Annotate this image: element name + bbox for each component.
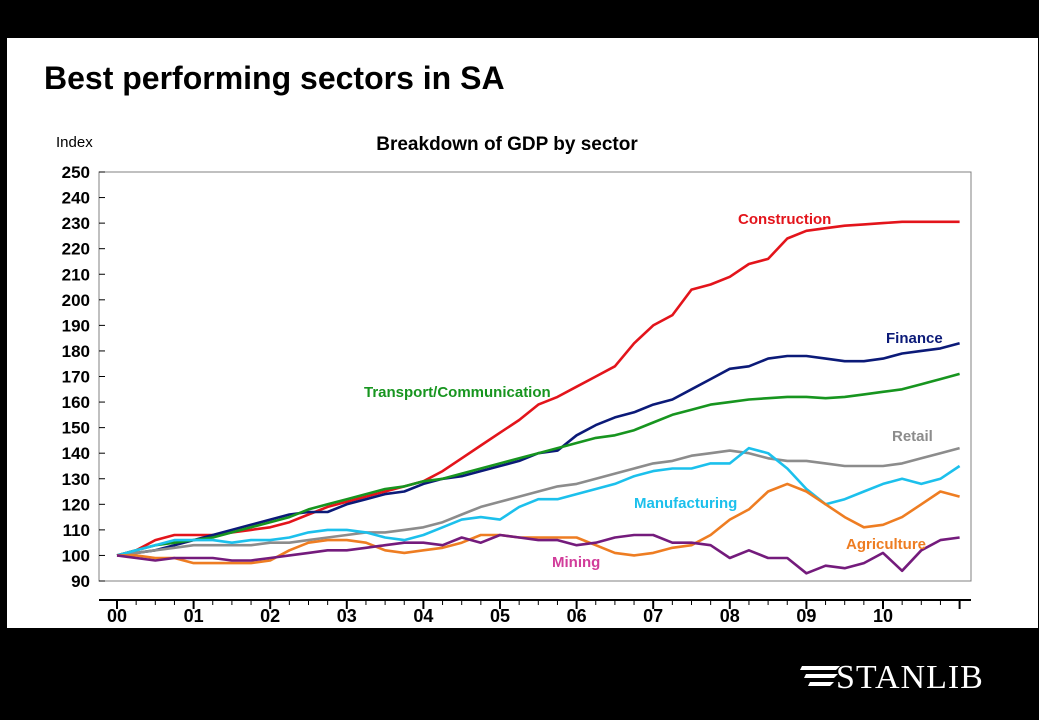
y-tick-label: 130 xyxy=(62,470,90,489)
gdp-sector-chart: Breakdown of GDP by sector Index 9010011… xyxy=(56,134,972,626)
chart-title: Breakdown of GDP by sector xyxy=(376,134,638,155)
y-tick-label: 150 xyxy=(62,419,90,438)
x-tick-label: 03 xyxy=(337,606,357,626)
y-tick-label: 190 xyxy=(62,316,90,335)
y-tick-label: 140 xyxy=(62,444,90,463)
y-axis-label: Index xyxy=(56,134,93,151)
series-label-agriculture: Agriculture xyxy=(846,536,926,553)
series-label-mining: Mining xyxy=(552,554,600,571)
y-tick-label: 90 xyxy=(71,572,90,591)
series-line-retail xyxy=(116,446,960,557)
series-line-mining xyxy=(116,533,960,575)
x-tick-label: 05 xyxy=(490,606,510,626)
logo-mark-icon xyxy=(800,666,840,686)
x-tick-label: 00 xyxy=(107,606,127,626)
plot-area xyxy=(98,171,972,582)
y-tick-label: 240 xyxy=(62,189,90,208)
y-tick-label: 180 xyxy=(62,342,90,361)
y-tick-label: 220 xyxy=(62,240,90,259)
y-tick-label: 160 xyxy=(62,393,90,412)
x-tick-label: 10 xyxy=(873,606,893,626)
series-label-transport-communication: Transport/Communication xyxy=(364,384,551,401)
y-tick-label: 120 xyxy=(62,495,90,514)
y-tick-label: 100 xyxy=(62,546,90,565)
x-tick-label: 08 xyxy=(720,606,740,626)
y-tick-label: 230 xyxy=(62,214,90,233)
x-tick-label: 09 xyxy=(796,606,816,626)
y-tick-label: 110 xyxy=(63,521,90,540)
series-label-construction: Construction xyxy=(738,211,831,228)
x-tick-label: 07 xyxy=(643,606,663,626)
x-tick-label: 01 xyxy=(184,606,204,626)
series-line-construction xyxy=(116,220,960,557)
series-label-finance: Finance xyxy=(886,330,943,347)
y-tick-label: 200 xyxy=(62,291,90,310)
page-title: Best performing sectors in SA xyxy=(44,60,505,96)
series-label-retail: Retail xyxy=(892,428,933,445)
series-line-agriculture xyxy=(117,482,960,565)
y-tick-label: 170 xyxy=(62,368,90,387)
series-label-manufacturing: Manufacturing xyxy=(634,495,737,512)
x-tick-label: 02 xyxy=(260,606,280,626)
x-tick-label: 04 xyxy=(413,606,433,626)
brand-wordmark: STANLIB xyxy=(836,659,984,696)
series-line-transport-communication xyxy=(116,372,960,557)
stanlib-logo: STANLIB xyxy=(800,659,984,696)
y-tick-label: 250 xyxy=(62,163,90,182)
x-tick-label: 06 xyxy=(567,606,587,626)
y-tick-label: 210 xyxy=(62,265,90,284)
